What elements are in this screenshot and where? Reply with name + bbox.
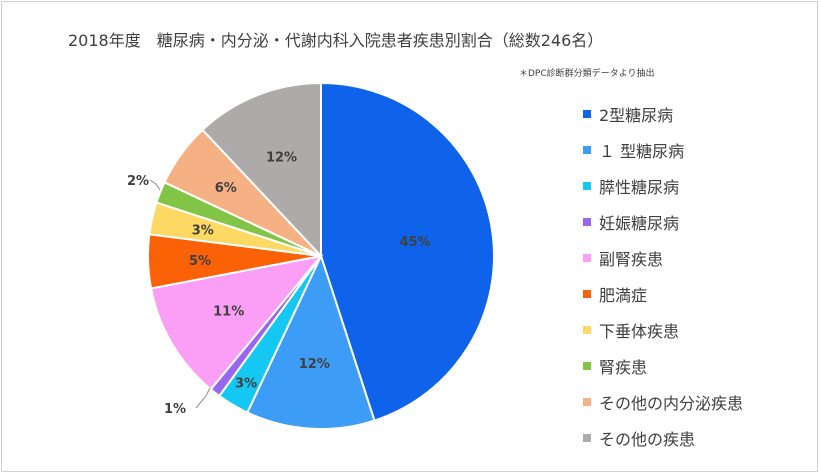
leader-lines (149, 179, 211, 409)
data-label: 3% (192, 224, 214, 239)
legend-label: その他の疾患 (599, 430, 696, 449)
legend-swatch (583, 434, 591, 442)
legend-item: １ 型糖尿病 (583, 132, 743, 168)
legend-swatch (583, 146, 591, 154)
pie-slices (146, 81, 495, 430)
legend-item: 腎疾患 (583, 348, 743, 384)
legend-swatch (583, 290, 591, 298)
legend-item: 副腎疾患 (583, 240, 743, 276)
legend-item: その他の内分泌疾患 (583, 384, 743, 420)
data-label: 11% (213, 305, 244, 320)
legend-item: 2型糖尿病 (583, 96, 743, 132)
pie-slice (149, 254, 324, 391)
pie-slice (201, 81, 322, 259)
legend-item: 膵性糖尿病 (583, 168, 743, 204)
data-label: 5% (189, 254, 211, 269)
source-note: ＊DPC診断群分類データより抽出 (519, 69, 655, 79)
data-label: 3% (235, 377, 257, 392)
legend-label: 2型糖尿病 (599, 106, 674, 125)
legend-label: １ 型糖尿病 (599, 142, 685, 161)
legend: 2型糖尿病 １ 型糖尿病 膵性糖尿病妊娠糖尿病副腎疾患肥満症下垂体疾患腎疾患その他の… (583, 96, 743, 456)
data-label: 1% (164, 402, 186, 417)
data-label: 12% (299, 357, 330, 372)
legend-label: 下垂体疾患 (599, 322, 680, 341)
legend-swatch (583, 182, 591, 190)
leader-line (195, 387, 211, 409)
legend-item: 下垂体疾患 (583, 312, 743, 348)
legend-label: 腎疾患 (599, 358, 648, 377)
chart-title: 2018年度 糖尿病・内分泌・代謝内科入院患者疾患別割合（総数246名） (68, 31, 604, 50)
legend-label: 肥満症 (599, 286, 648, 305)
pie-slice (320, 81, 495, 422)
legend-label: 妊娠糖尿病 (599, 214, 680, 233)
legend-swatch (583, 362, 591, 370)
data-label: 2% (127, 174, 149, 189)
legend-item: 肥満症 (583, 276, 743, 312)
legend-swatch (583, 218, 591, 226)
legend-label: 膵性糖尿病 (599, 178, 680, 197)
data-label: 45% (399, 235, 430, 250)
legend-item: その他の疾患 (583, 420, 743, 456)
pie-slice (246, 253, 376, 430)
data-label: 6% (215, 181, 237, 196)
legend-label: その他の内分泌疾患 (599, 394, 744, 413)
legend-item: 妊娠糖尿病 (583, 204, 743, 240)
legend-swatch (583, 326, 591, 334)
leader-line (149, 179, 161, 191)
legend-swatch (583, 398, 591, 406)
legend-label: 副腎疾患 (599, 250, 664, 269)
data-labels: 45% 12% 3% 1% 11% 5% 3% 2% 6% 12% (127, 150, 431, 417)
legend-swatch (583, 254, 591, 262)
data-label: 12% (266, 150, 297, 165)
legend-swatch (583, 110, 591, 118)
